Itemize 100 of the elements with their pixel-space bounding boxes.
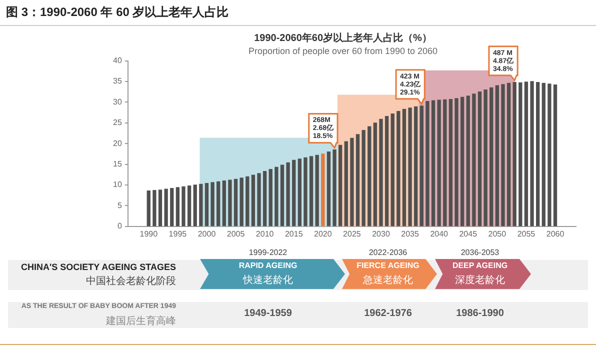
bar — [246, 176, 250, 226]
bar — [484, 89, 488, 226]
bar — [460, 96, 464, 226]
bar — [164, 188, 168, 226]
text: 建国后生育高峰 — [106, 314, 176, 328]
bar — [251, 174, 256, 226]
bar — [199, 184, 203, 226]
bar — [448, 98, 453, 226]
bar — [280, 164, 284, 226]
text: RAPID AGEING — [238, 261, 298, 270]
bar — [501, 84, 505, 226]
bar — [506, 82, 511, 226]
bar — [222, 180, 226, 226]
bar — [257, 173, 261, 226]
bar — [414, 106, 418, 226]
bar — [304, 157, 308, 226]
bar — [426, 101, 430, 226]
bar — [332, 149, 336, 226]
bar — [466, 96, 470, 226]
bar — [512, 82, 516, 226]
bar — [373, 122, 378, 226]
bar — [437, 100, 441, 226]
bar — [240, 178, 244, 226]
x-tick-label: 2005 — [226, 229, 246, 238]
bar — [402, 108, 406, 226]
bar — [390, 113, 394, 226]
x-tick-label: 2060 — [546, 229, 565, 238]
bar — [350, 138, 354, 226]
text: 深度老龄化 — [454, 274, 506, 287]
bar — [274, 166, 278, 226]
bar — [326, 152, 331, 226]
y-tick-label: 15 — [112, 160, 122, 169]
bar — [321, 154, 325, 226]
y-tick-label: 40 — [112, 56, 122, 66]
bar — [530, 81, 534, 226]
text: 2022-2036 — [368, 248, 408, 257]
x-tick-label: 2030 — [372, 229, 390, 238]
chart-subtitle: Proportion of people over 60 from 1990 to 2060 — [248, 46, 438, 56]
y-tick-label: 5 — [117, 200, 122, 210]
y-tick-label: 25 — [112, 118, 122, 128]
text: 1962-1976 — [363, 308, 413, 319]
text: 快速老龄化 — [242, 274, 294, 287]
x-tick-label: 2040 — [430, 229, 449, 238]
bar — [542, 82, 546, 226]
bar — [553, 84, 558, 226]
bar — [176, 187, 180, 226]
bar — [187, 186, 192, 226]
y-tick-label: 0 — [117, 222, 122, 231]
bar — [478, 92, 482, 226]
bar — [146, 190, 150, 226]
text: 1999-2022 — [248, 248, 288, 257]
text: 1949-1959 — [243, 308, 293, 319]
bar — [490, 87, 494, 226]
bar — [170, 188, 174, 226]
bar — [182, 186, 186, 226]
bar — [420, 106, 424, 226]
bar — [309, 156, 314, 226]
x-tick-label: 1995 — [168, 229, 188, 238]
bar — [216, 181, 220, 226]
bar — [362, 130, 366, 226]
bar — [152, 190, 156, 226]
bar — [356, 134, 360, 226]
bar — [262, 171, 267, 226]
x-tick-label: 2055 — [517, 229, 536, 238]
text: CHINA'S SOCIETY AGEING STAGES — [21, 262, 176, 272]
x-tick-label: 2020 — [314, 229, 332, 238]
bar — [193, 184, 197, 226]
y-tick-label: 10 — [112, 180, 122, 190]
bar — [518, 82, 522, 226]
y-tick-label: 30 — [112, 97, 122, 106]
bar — [298, 158, 302, 226]
bar — [338, 144, 342, 226]
bar — [408, 108, 412, 226]
bar — [210, 182, 214, 226]
bar — [268, 168, 272, 226]
bar — [384, 116, 389, 226]
text: FIERCE AGEING — [356, 261, 420, 270]
bar — [379, 118, 383, 226]
text: 1986-1990 — [455, 308, 505, 319]
bar — [204, 183, 209, 226]
bar — [234, 178, 238, 226]
text: 中国社会老龄化阶段 — [86, 274, 176, 288]
bar — [548, 84, 552, 226]
bar — [286, 162, 290, 226]
bar — [315, 154, 319, 226]
bar — [472, 94, 476, 226]
bar — [454, 98, 458, 226]
x-tick-label: 2035 — [401, 229, 420, 238]
bar — [443, 99, 447, 226]
x-tick-label: 2000 — [198, 229, 216, 238]
caption: 图 3：1990-2060 年 60 岁以上老年人占比 — [0, 0, 596, 26]
bar — [292, 160, 296, 226]
y-tick-label: 35 — [112, 76, 122, 86]
bar — [396, 110, 400, 226]
x-tick-label: 2050 — [488, 229, 507, 238]
y-tick-label: 20 — [112, 138, 122, 148]
text: 2036-2053 — [460, 248, 500, 257]
x-tick-label: 2010 — [256, 229, 274, 238]
bar — [228, 180, 232, 226]
text: 急速老龄化 — [362, 274, 414, 287]
